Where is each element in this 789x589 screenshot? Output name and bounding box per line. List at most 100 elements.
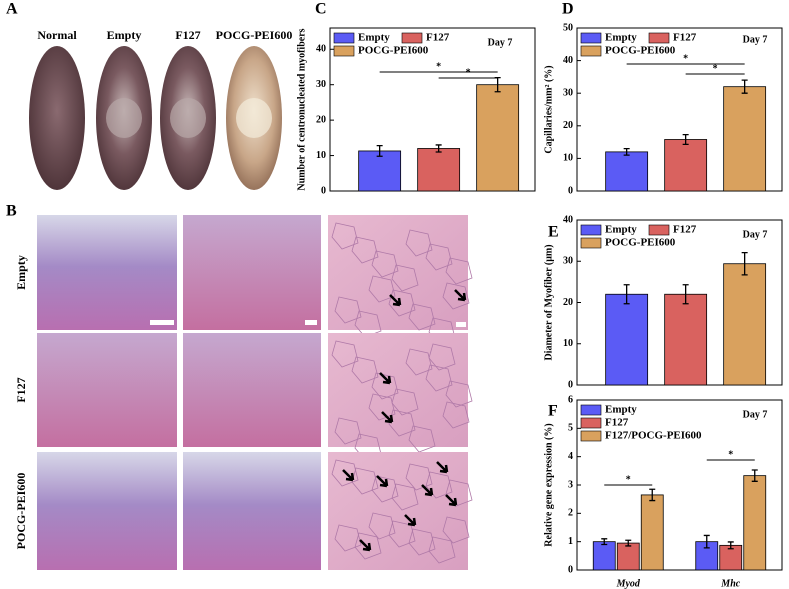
error-bar (376, 144, 383, 157)
error-bar (601, 538, 608, 546)
fiber-outline (334, 296, 362, 324)
error-bar (623, 147, 630, 156)
row-label: Empty (14, 255, 28, 290)
y-axis-label: Diameter of Myofiber (μm) (543, 244, 554, 360)
arrow (376, 475, 389, 488)
x-tick-label: Mhc (720, 578, 740, 589)
scale-bar (456, 322, 466, 327)
bar (605, 151, 649, 192)
error-bar (727, 541, 734, 550)
legend-swatch (333, 32, 355, 44)
photo-label: Empty (107, 28, 142, 42)
annotation: Day 7 (743, 409, 768, 420)
panel-letter: F (548, 403, 558, 420)
y-tick-label: 40 (563, 214, 573, 225)
histology-image (183, 452, 321, 570)
annotation: Day 7 (743, 34, 768, 45)
significance-star: * (466, 67, 471, 78)
y-tick-label: 30 (563, 87, 573, 98)
fiber-outline (408, 528, 436, 556)
y-axis-label: Number of centronucleated myofibers (296, 28, 307, 190)
error-bar (625, 539, 632, 547)
y-tick-label: 40 (563, 55, 573, 66)
histology-image (328, 215, 468, 330)
fiber-outline (371, 475, 399, 503)
fiber-outline (368, 512, 396, 540)
annotation: Day 7 (743, 229, 768, 240)
histology-image (183, 215, 321, 330)
annotation: Day 7 (488, 37, 513, 48)
y-tick-label: 40 (316, 44, 326, 55)
fiber-outline (391, 264, 419, 292)
significance-star: * (626, 474, 631, 485)
legend-swatch (648, 224, 670, 236)
histology-image (328, 333, 468, 447)
fiber-outline (354, 532, 382, 560)
arrow (379, 372, 392, 385)
scale-bar (150, 320, 174, 325)
legend-label: Empty (605, 32, 637, 44)
y-tick-label: 0 (321, 185, 326, 196)
fiber-outline (445, 257, 473, 285)
fiber-outline (371, 250, 399, 278)
y-tick-label: 20 (563, 297, 573, 308)
bar (743, 475, 767, 571)
fiber-outline (405, 348, 433, 376)
error-bar (649, 488, 656, 502)
significance-star: * (728, 449, 733, 460)
y-tick-label: 1 (568, 536, 573, 547)
arrow (421, 484, 434, 497)
fiber-outline (428, 536, 456, 564)
row-label: F127 (14, 377, 28, 402)
bar (358, 150, 402, 192)
legend-label: F127 (605, 417, 629, 429)
error-bar (623, 284, 630, 305)
legend-swatch (580, 237, 602, 249)
fiber-outline (445, 380, 473, 408)
legend-swatch (401, 32, 423, 44)
chart: C 0 10 20 30 40 Number of centronucleated myof… (296, 1, 536, 196)
fiber-outline (331, 340, 359, 368)
legend-swatch (580, 417, 602, 429)
bar (592, 541, 616, 571)
legend-swatch (580, 404, 602, 416)
bar (664, 293, 708, 386)
legend-swatch (580, 45, 602, 57)
wound-area (236, 98, 272, 138)
arrow (359, 539, 372, 552)
bar (616, 542, 640, 571)
legend-label: POCG-PEI600 (605, 237, 676, 249)
y-axis-label: Relative gene expression (%) (543, 423, 554, 546)
legend-label: F127 (673, 224, 697, 236)
photo-label: F127 (175, 28, 200, 42)
fiber-outline (425, 471, 453, 499)
significance-star: * (436, 61, 441, 72)
histology-image (37, 215, 177, 330)
error-bar (741, 79, 748, 94)
fiber-outline (331, 222, 359, 250)
error-bar (703, 534, 710, 549)
y-tick-label: 10 (563, 338, 573, 349)
bar (723, 263, 767, 386)
significance-star: * (683, 53, 688, 64)
fiber-outline (425, 364, 453, 392)
y-tick-label: 0 (568, 185, 573, 196)
arrow (381, 411, 394, 424)
y-tick-label: 20 (316, 114, 326, 125)
fiber-outline (391, 483, 419, 511)
panel-letter: D (562, 1, 574, 18)
error-bar (435, 144, 442, 153)
y-tick-label: 2 (568, 508, 573, 519)
arrow (454, 289, 467, 302)
legend-label: Empty (605, 404, 637, 416)
fiber-outline (408, 303, 436, 331)
y-tick-label: 4 (568, 451, 573, 462)
histology-image (37, 333, 177, 447)
significance-star: * (713, 63, 718, 74)
row-label: POCG-PEI600 (14, 473, 28, 550)
chart: F 0 1 2 3 4 5 6 Relative gene expression (%) Myod… (543, 394, 783, 589)
fiber-outline (351, 356, 379, 384)
panel-letter: C (315, 1, 327, 18)
legend-swatch (580, 430, 602, 442)
